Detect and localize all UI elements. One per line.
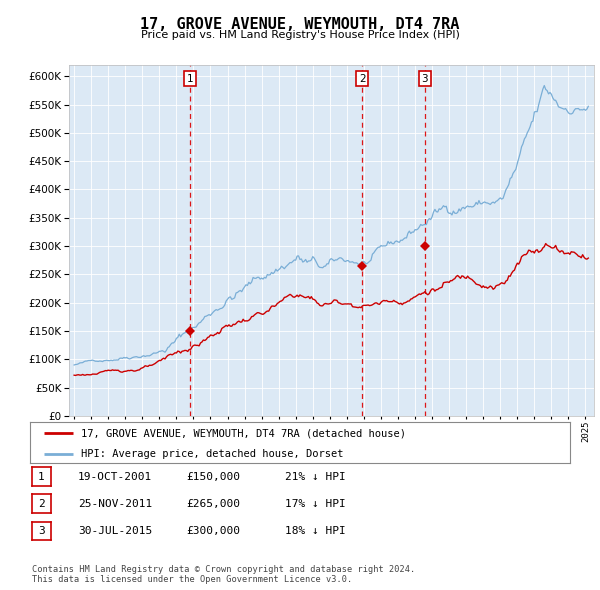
Text: 1: 1 <box>187 74 193 84</box>
Text: 3: 3 <box>38 526 45 536</box>
Text: 17, GROVE AVENUE, WEYMOUTH, DT4 7RA (detached house): 17, GROVE AVENUE, WEYMOUTH, DT4 7RA (det… <box>82 428 406 438</box>
Text: Contains HM Land Registry data © Crown copyright and database right 2024.
This d: Contains HM Land Registry data © Crown c… <box>32 565 415 584</box>
Text: 1: 1 <box>38 472 45 481</box>
Text: 21% ↓ HPI: 21% ↓ HPI <box>285 472 346 481</box>
Text: 17% ↓ HPI: 17% ↓ HPI <box>285 499 346 509</box>
Text: £150,000: £150,000 <box>186 472 240 481</box>
Text: 2: 2 <box>359 74 365 84</box>
Text: 30-JUL-2015: 30-JUL-2015 <box>78 526 152 536</box>
Text: Price paid vs. HM Land Registry's House Price Index (HPI): Price paid vs. HM Land Registry's House … <box>140 30 460 40</box>
Text: £300,000: £300,000 <box>186 526 240 536</box>
Text: 17, GROVE AVENUE, WEYMOUTH, DT4 7RA: 17, GROVE AVENUE, WEYMOUTH, DT4 7RA <box>140 17 460 31</box>
Text: 2: 2 <box>38 499 45 509</box>
Text: 19-OCT-2001: 19-OCT-2001 <box>78 472 152 481</box>
Text: HPI: Average price, detached house, Dorset: HPI: Average price, detached house, Dors… <box>82 449 344 459</box>
Text: £265,000: £265,000 <box>186 499 240 509</box>
Text: 25-NOV-2011: 25-NOV-2011 <box>78 499 152 509</box>
Text: 3: 3 <box>422 74 428 84</box>
Text: 18% ↓ HPI: 18% ↓ HPI <box>285 526 346 536</box>
